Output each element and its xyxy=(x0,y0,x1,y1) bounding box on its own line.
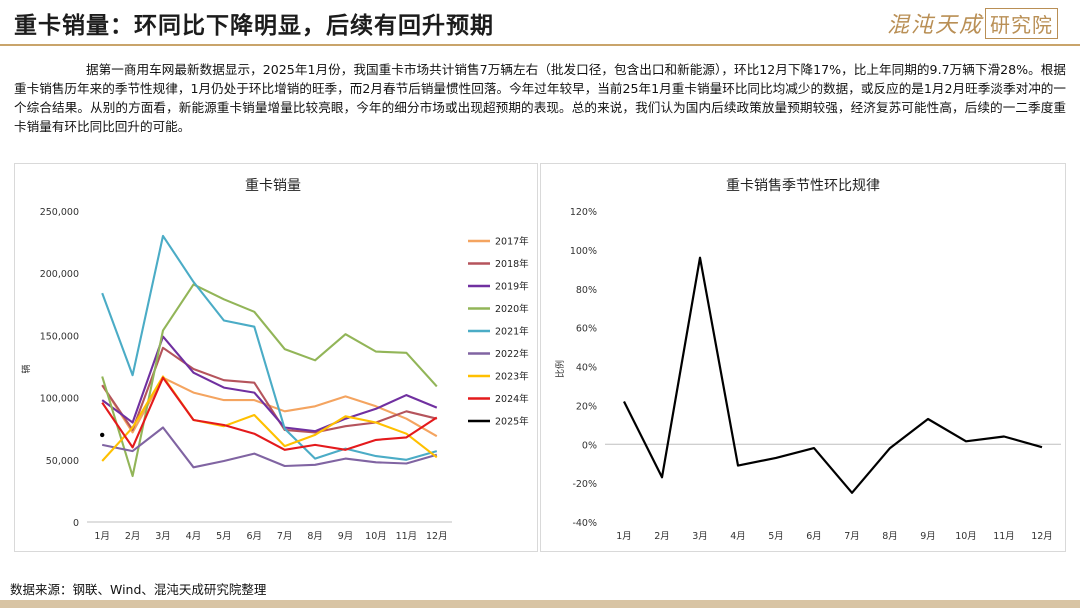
x-tick-label: 4月 xyxy=(730,531,746,542)
y-tick-label: 60% xyxy=(576,324,597,335)
x-tick-label: 11月 xyxy=(993,531,1015,542)
x-tick-label: 3月 xyxy=(155,531,171,542)
data-source-note: 数据来源：钢联、Wind、混沌天成研究院整理 xyxy=(10,582,267,597)
x-tick-label: 7月 xyxy=(844,531,860,542)
sales-chart: 重卡销量 0 50,000 100,000 150,000 200,000 250,000 1… xyxy=(20,178,529,542)
y-tick-label: -20% xyxy=(572,479,597,490)
y-axis-label: 比例 xyxy=(554,360,566,378)
seasonal-chart: 重卡销售季节性环比规律 -40% -20% 0% 20% 40% 60% 80% 100% 120… xyxy=(554,178,1061,542)
y-tick-label: 100,000 xyxy=(40,394,79,405)
chart-panel-seasonal: 重卡销售季节性环比规律 -40% -20% 0% 20% 40% 60% 80% 100% 120… xyxy=(540,163,1066,552)
footer-band xyxy=(0,600,1080,608)
y-tick-label: 0% xyxy=(582,440,597,451)
page-title: 重卡销量：环同比下降明显，后续有回升预期 xyxy=(14,13,494,39)
legend-label: 2023年 xyxy=(495,371,529,383)
x-tick-label: 9月 xyxy=(920,531,936,542)
series-line-2018年 xyxy=(101,346,438,434)
series-line-2024年 xyxy=(101,376,438,451)
series-line-2020年 xyxy=(101,283,438,478)
legend-label: 2019年 xyxy=(495,281,529,293)
series-point-2025年 xyxy=(100,432,105,438)
x-tick-label: 4月 xyxy=(186,531,202,542)
series-line-2023年 xyxy=(101,375,438,462)
x-tick-label: 5月 xyxy=(768,531,784,542)
x-tick-label: 6月 xyxy=(247,531,263,542)
legend-label: 2021年 xyxy=(495,326,529,338)
y-axis-label: 辆 xyxy=(20,364,32,373)
y-tick-label: 200,000 xyxy=(40,269,79,280)
series-line-2022年 xyxy=(101,426,438,469)
x-tick-label: 8月 xyxy=(882,531,898,542)
series-line-2021年 xyxy=(101,234,438,461)
chart-title: 重卡销量 xyxy=(245,178,301,194)
legend-label: 2017年 xyxy=(495,236,529,248)
x-tick-label: 11月 xyxy=(396,531,418,542)
x-tick-label: 12月 xyxy=(426,531,448,542)
series-line-series-0 xyxy=(623,256,1043,494)
x-tick-label: 2月 xyxy=(654,531,670,542)
x-tick-label: 10月 xyxy=(365,531,387,542)
brand-logo: 混沌天成 研究院 xyxy=(886,7,1058,39)
x-tick-label: 8月 xyxy=(307,531,323,542)
y-tick-label: -40% xyxy=(572,518,597,529)
y-tick-label: 40% xyxy=(576,363,597,374)
header: 重卡销量：环同比下降明显，后续有回升预期 混沌天成 研究院 xyxy=(0,0,1080,44)
x-tick-label: 1月 xyxy=(616,531,632,542)
x-tick-label: 9月 xyxy=(338,531,354,542)
x-tick-label: 6月 xyxy=(806,531,822,542)
y-tick-label: 250,000 xyxy=(40,207,79,218)
y-tick-label: 0 xyxy=(73,518,79,529)
y-tick-label: 80% xyxy=(576,285,597,296)
x-tick-label: 7月 xyxy=(277,531,293,542)
legend-label: 2018年 xyxy=(495,258,529,270)
chart-panel-sales: 重卡销量 0 50,000 100,000 150,000 200,000 250,000 1… xyxy=(14,163,538,552)
x-tick-label: 5月 xyxy=(216,531,232,542)
x-tick-label: 2月 xyxy=(125,531,141,542)
summary-paragraph: 据第一商用车网最新数据显示，2025年1月份，我国重卡市场共计销售7万辆左右（批… xyxy=(14,62,1066,134)
chart-title: 重卡销售季节性环比规律 xyxy=(726,178,880,194)
y-tick-label: 150,000 xyxy=(40,331,79,342)
logo-box: 研究院 xyxy=(985,7,1058,39)
legend-label: 2024年 xyxy=(495,393,529,405)
legend-label: 2022年 xyxy=(495,348,529,360)
x-tick-label: 12月 xyxy=(1031,531,1053,542)
y-tick-label: 100% xyxy=(570,246,597,257)
y-tick-label: 120% xyxy=(570,207,597,218)
x-tick-label: 1月 xyxy=(94,531,110,542)
y-tick-label: 50,000 xyxy=(46,456,79,467)
x-tick-label: 10月 xyxy=(955,531,977,542)
y-tick-label: 20% xyxy=(576,401,597,412)
legend-label: 2025年 xyxy=(495,416,529,428)
legend-label: 2020年 xyxy=(495,303,529,315)
x-tick-label: 3月 xyxy=(692,531,708,542)
header-divider xyxy=(0,44,1080,46)
logo-text: 混沌天成 xyxy=(886,13,983,38)
